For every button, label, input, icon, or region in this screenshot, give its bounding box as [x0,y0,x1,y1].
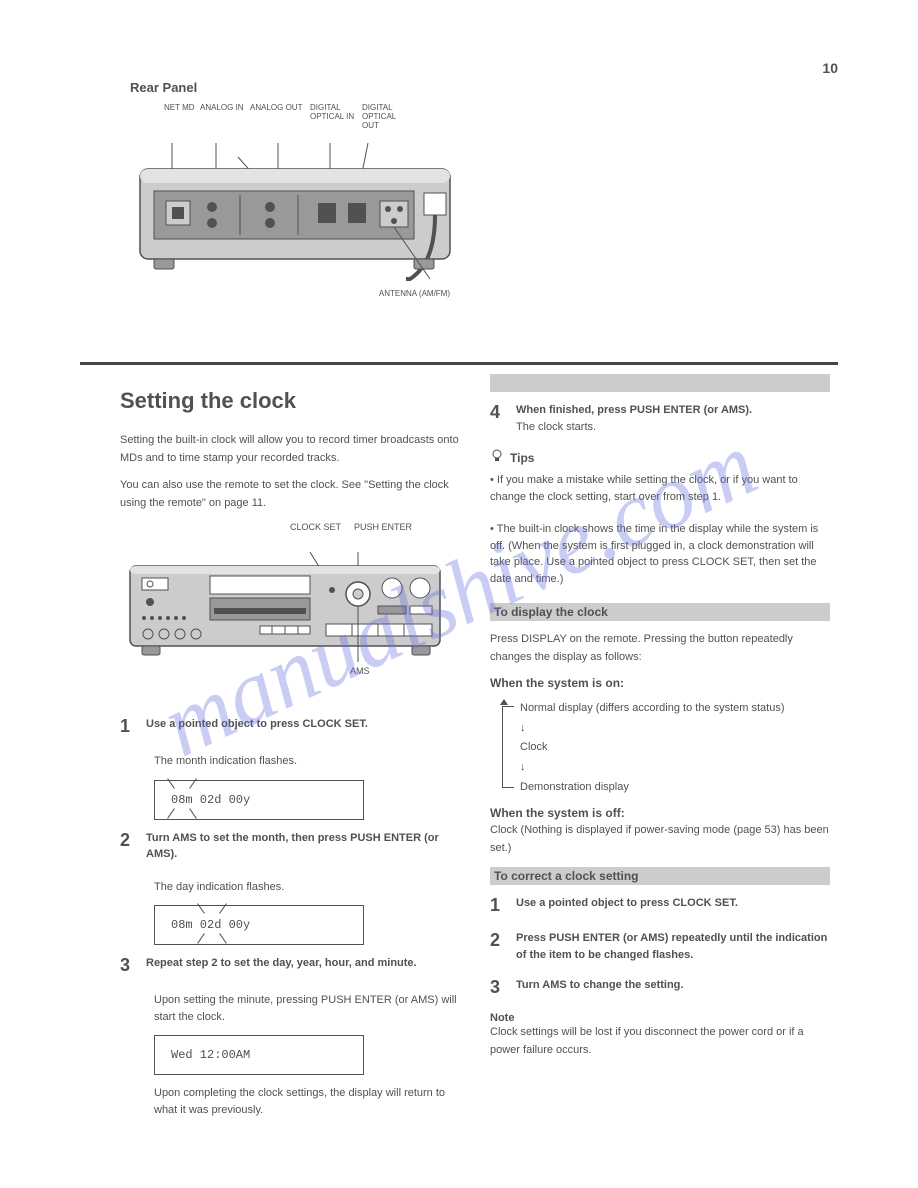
step-body: When finished, press PUSH ENTER (or AMS)… [516,402,830,435]
display-3: Wed 12:00AM [154,1035,364,1075]
display-1: 08m 02d 00y [154,780,364,820]
step-3-text: Repeat step 2 to set the day, year, hour… [146,957,417,969]
mode-off-body: Clock (Nothing is displayed if power-sav… [490,822,830,857]
step-num: 3 [120,955,146,976]
correct-heading-bar: To correct a clock setting [490,867,830,885]
callout-push-enter: PUSH ENTER [354,522,412,532]
display-2-text: 08m 02d 00y [171,918,250,932]
step-body: Press PUSH ENTER (or AMS) repeatedly unt… [516,930,830,963]
lightbulb-icon [490,449,504,466]
step-4: 4 When finished, press PUSH ENTER (or AM… [490,402,830,435]
rear-callouts-top: NET MD ANALOG IN ANALOG OUT DIGITAL OPTI… [130,103,490,143]
right-column: 4 When finished, press PUSH ENTER (or AM… [490,370,830,1070]
step-3-after: Upon setting the minute, pressing PUSH E… [154,992,470,1025]
mode-3: Demonstration display [520,779,830,797]
step-1-after: The month indication flashes. [154,753,470,770]
clock-intro-2: You can also use the remote to set the c… [120,477,470,512]
step-body: Use a pointed object to press CLOCK SET. [516,895,830,916]
rear-panel-illustration [130,143,470,283]
step-2: 2 Turn AMS to set the month, then press … [120,830,470,863]
page-number: 10 [822,60,838,76]
step-2-after: The day indication flashes. [154,879,470,896]
callout-clock-set: CLOCK SET [290,522,341,532]
step-num: 2 [490,930,516,963]
note-label: Note [490,1012,830,1024]
tips-label: Tips [510,451,534,465]
callout-antenna: ANTENNA (AM/FM) [130,289,490,298]
note-body: Clock settings will be lost if you disco… [490,1024,830,1059]
callout-digital-in: DIGITAL OPTICAL IN [310,103,360,121]
front-callout-bottom: AMS [120,666,470,696]
step-3-after-2: Upon completing the clock settings, the … [154,1085,470,1118]
step-num: 1 [120,716,146,737]
step-num: 1 [490,895,516,916]
left-column: Setting the clock Setting the built-in c… [120,388,470,1128]
callout-analog-out: ANALOG OUT [250,103,302,112]
tip-2: • The built-in clock shows the time in t… [490,521,830,587]
correct-step-2: 2 Press PUSH ENTER (or AMS) repeatedly u… [490,930,830,963]
step-1-text: Use a pointed object to press CLOCK SET. [146,718,368,730]
callout-digital-out: DIGITAL OPTICAL OUT [362,103,412,130]
correct-step-3: 3 Turn AMS to change the setting. [490,977,830,998]
section-divider [80,362,838,365]
clock-intro: Setting the built-in clock will allow yo… [120,432,470,467]
front-panel-illustration [120,552,460,662]
mode-cycle-diagram: Normal display (differs according to the… [520,700,830,796]
display-clock-heading: To display the clock [494,605,608,619]
step-body: Repeat step 2 to set the day, year, hour… [146,955,470,976]
tip-1: • If you make a mistake while setting th… [490,472,830,505]
steps-list: 1 Use a pointed object to press CLOCK SE… [120,716,470,1118]
correct-step-1: 1 Use a pointed object to press CLOCK SE… [490,895,830,916]
step-1: 1 Use a pointed object to press CLOCK SE… [120,716,470,737]
step-2-text: Turn AMS to set the month, then press PU… [146,832,439,861]
step-num: 2 [120,830,146,863]
gray-bar-top [490,374,830,392]
clock-title: Setting the clock [120,388,470,414]
step-4-after: The clock starts. [516,419,830,436]
display-3-text: Wed 12:00AM [171,1048,250,1062]
step-body: Use a pointed object to press CLOCK SET. [146,716,470,737]
display-clock-body: Press DISPLAY on the remote. Pressing th… [490,631,830,666]
step-num: 3 [490,977,516,998]
step-body: Turn AMS to change the setting. [516,977,830,998]
callout-netmd: NET MD [164,103,195,112]
tip-2-text: The built-in clock shows the time in the… [490,523,818,585]
rear-panel-title: Rear Panel [130,80,490,95]
step-3: 3 Repeat step 2 to set the day, year, ho… [120,955,470,976]
display-2: 08m 02d 00y [154,905,364,945]
correct-heading: To correct a clock setting [494,869,639,883]
step-body: Turn AMS to set the month, then press PU… [146,830,470,863]
step-num: 4 [490,402,516,435]
tip-1-text: If you make a mistake while setting the … [490,474,798,503]
tips-heading: Tips [490,449,830,466]
callout-ams: AMS [350,666,370,676]
display-clock-heading-bar: To display the clock [490,603,830,621]
mode-off-heading: When the system is off: [490,806,830,820]
mode-1: Normal display (differs according to the… [520,700,830,718]
front-callouts-top: CLOCK SET PUSH ENTER [120,522,470,552]
rear-panel-section: Rear Panel NET MD ANALOG IN ANALOG OUT D… [130,80,490,298]
mode-2: Clock [520,739,830,757]
mode-on-heading: When the system is on: [490,676,830,690]
step-4-text: When finished, press PUSH ENTER (or AMS)… [516,402,830,419]
callout-analog-in: ANALOG IN [200,103,244,112]
display-1-text: 08m 02d 00y [171,793,250,807]
